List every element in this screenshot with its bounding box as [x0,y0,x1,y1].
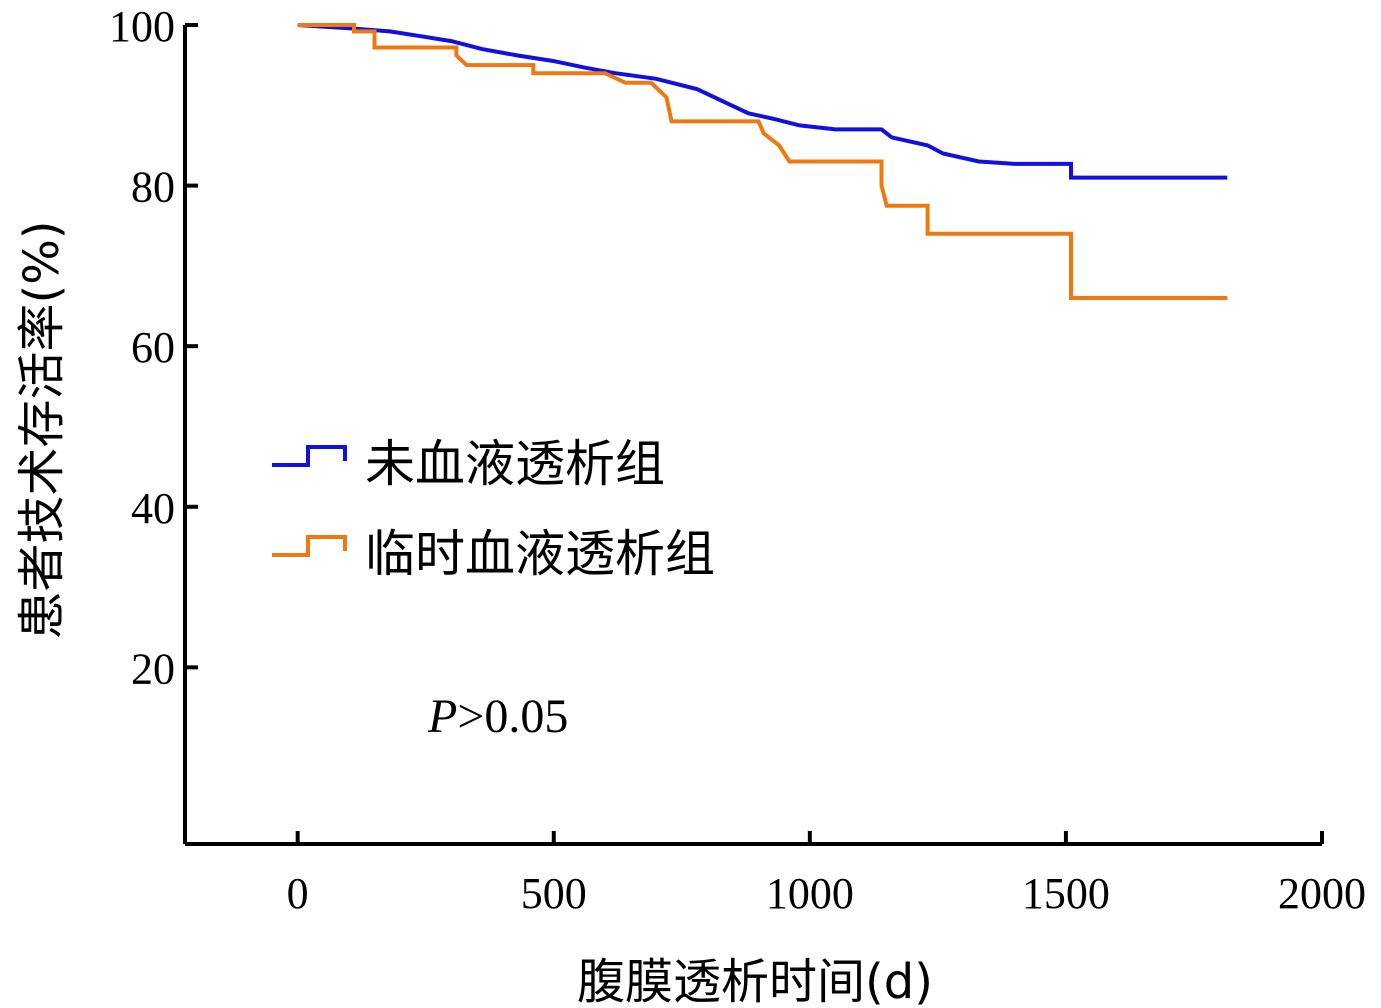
p-value-annotation: P>0.05 [427,690,568,743]
y-tick-label: 100 [109,2,175,51]
legend-label-1: 未血液透析组 [365,435,665,493]
x-tick-label: 1500 [1022,869,1110,918]
series-layer [297,23,1228,300]
y-tick-label: 60 [131,323,175,372]
y-tick-label: 80 [131,163,175,212]
y-ticks: 20 40 60 80 100 [109,2,198,693]
axes [183,25,1322,846]
x-tick-label: 500 [521,869,587,918]
y-tick-label: 20 [131,644,175,693]
x-tick-label: 0 [287,869,309,918]
p-value-symbol: P [427,690,457,743]
y-tick-label: 40 [131,484,175,533]
x-tick-label: 2000 [1278,869,1366,918]
legend-swatch-1 [272,445,347,467]
p-value-text: >0.05 [457,690,568,743]
x-ticks: 0 500 1000 1500 2000 [287,831,1366,918]
legend-swatch-2 [272,535,347,557]
y-axis-title: 患者技术存活率(%) [14,220,70,639]
legend-label-2: 临时血液透析组 [365,525,715,583]
x-axis-title: 腹膜透析时间(d) [577,954,933,1008]
x-tick-label: 1000 [766,869,854,918]
series-line-1 [297,23,1228,180]
series-line-2 [297,23,1228,300]
